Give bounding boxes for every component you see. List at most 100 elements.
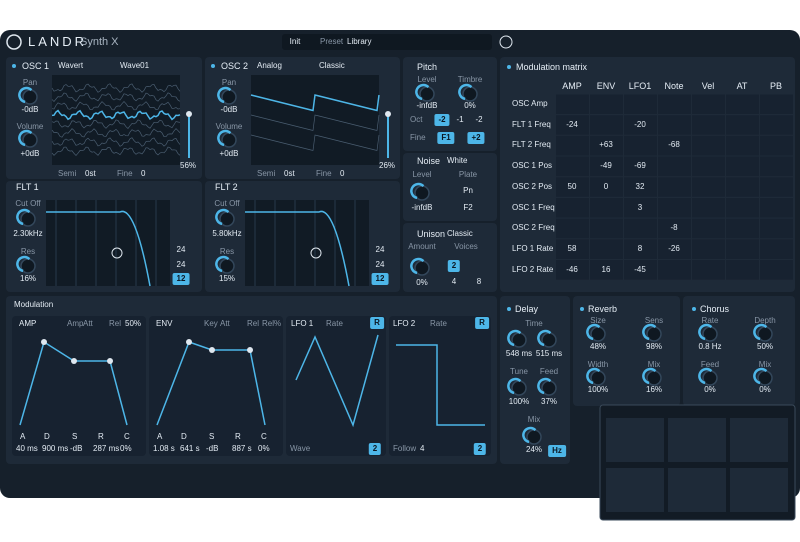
matrix-cell [658, 115, 691, 135]
label[interactable]: 2 [368, 443, 382, 455]
label: -0dB [21, 105, 39, 114]
knob-arc [753, 323, 768, 341]
matrix-cell [658, 198, 691, 218]
label: 4 [420, 444, 425, 453]
label: 287 ms [93, 444, 120, 453]
envelope-point [107, 358, 113, 364]
matrix-value: 8 [637, 243, 643, 253]
label: Level [417, 75, 437, 84]
matrix-cell [760, 177, 793, 197]
filter-handle [310, 247, 322, 259]
label[interactable]: 12 [371, 273, 389, 285]
label: -infdB [416, 101, 438, 110]
label: Time [525, 319, 543, 328]
label: 1.08 s [153, 444, 175, 453]
matrix-value: -49 [600, 161, 612, 171]
waveform [51, 109, 181, 121]
label: 16% [645, 385, 663, 394]
knob-arc [642, 367, 657, 385]
label: Wave01 [120, 61, 150, 70]
label: Cut Off [15, 199, 41, 208]
label: Volume [16, 122, 44, 131]
lfo1-wave [295, 334, 379, 428]
label: Plate [458, 170, 478, 179]
status-dot [580, 307, 584, 311]
matrix-row-label: OSC 2 Pos [512, 181, 553, 191]
label: 26% [378, 161, 396, 170]
matrix-value: -68 [668, 140, 680, 150]
label[interactable]: 2 [473, 443, 487, 455]
label[interactable]: R [370, 317, 384, 329]
matrix-cell [726, 198, 759, 218]
matrix-cell [692, 94, 725, 114]
label: OSC 2 [221, 61, 249, 71]
label[interactable]: F1 [437, 132, 455, 144]
filter-handle [111, 247, 123, 259]
matrix-cell [726, 94, 759, 114]
matrix-cell [760, 135, 793, 156]
label: AMP [19, 319, 37, 328]
label: 0% [120, 444, 132, 453]
matrix-cell [590, 177, 623, 197]
thumbnail-panel [730, 418, 788, 462]
matrix-cell [624, 156, 657, 177]
matrix-cell [760, 260, 793, 280]
matrix-cell [658, 177, 691, 197]
matrix-value: 32 [635, 181, 645, 191]
label: 0% [464, 101, 476, 110]
filter-display [46, 200, 170, 286]
status-dot [507, 307, 511, 311]
preset-name: Init [289, 37, 301, 46]
label: A [157, 432, 163, 441]
label: 515 ms [535, 349, 563, 358]
label: 50% [125, 319, 142, 328]
label: 0st [284, 169, 295, 178]
knob-arc [507, 329, 522, 347]
label: -0dB [220, 105, 238, 114]
matrix-cell [624, 135, 657, 156]
knob-arc [18, 129, 33, 147]
label[interactable]: -2 [434, 114, 450, 126]
envelope-point [247, 347, 253, 353]
label: 0% [258, 444, 270, 453]
matrix-cell [624, 239, 657, 259]
label: 100% [587, 385, 609, 394]
label[interactable]: 12 [172, 273, 190, 285]
knob-arc [507, 377, 522, 395]
label[interactable]: Hz [548, 445, 566, 457]
label: 16% [19, 274, 37, 283]
label: 0% [704, 385, 716, 394]
matrix-value: 58 [567, 243, 577, 253]
label: Delay [515, 304, 539, 314]
label: Wavert [58, 61, 84, 70]
label: R [235, 432, 241, 441]
label: 98% [645, 342, 663, 351]
matrix-column: AT [736, 81, 748, 91]
matrix-cell [590, 156, 623, 177]
waveform [51, 128, 181, 138]
label: +0dB [219, 149, 239, 158]
label[interactable]: 2 [447, 260, 461, 272]
knob-arc [586, 367, 601, 385]
label[interactable]: R [475, 317, 489, 329]
knob-arc [16, 255, 31, 273]
matrix-cell [658, 135, 691, 156]
thumbnail-panel [606, 418, 664, 462]
matrix-cell [726, 135, 759, 156]
matrix-cell [590, 239, 623, 259]
lfo2-wave [396, 344, 485, 426]
matrix-column: Note [664, 81, 684, 91]
matrix-value: -8 [670, 223, 678, 233]
matrix-cell [760, 218, 793, 239]
user-icon [499, 35, 513, 49]
label: Semi [58, 169, 77, 178]
matrix-column: ENV [596, 81, 616, 91]
label: Wave [290, 444, 311, 453]
brand: LANDR [28, 34, 88, 49]
label[interactable]: +2 [467, 132, 485, 144]
waveform [51, 119, 181, 130]
knob-arc [410, 182, 425, 200]
matrix-value: 16 [601, 264, 611, 274]
matrix-cell [726, 156, 759, 177]
